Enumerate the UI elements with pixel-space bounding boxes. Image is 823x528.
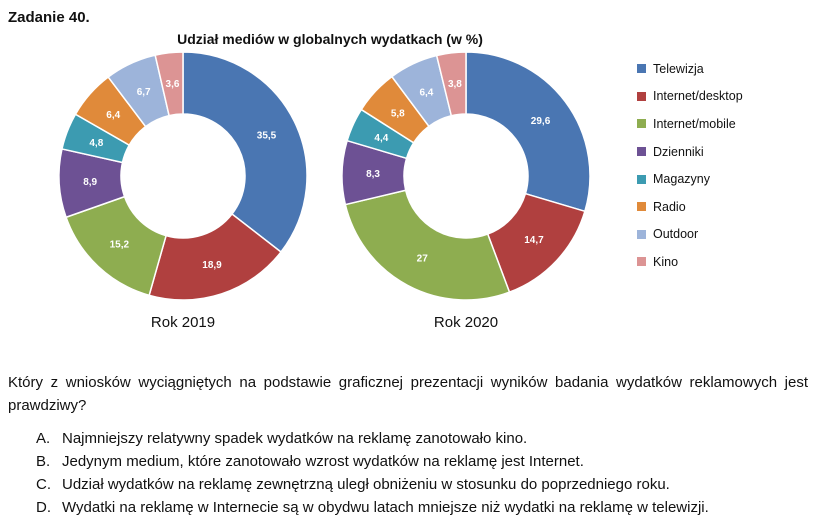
donut-1-label-3: 8,3: [366, 169, 380, 180]
legend-label: Dzienniki: [653, 144, 704, 159]
answer-option: D. Wydatki na reklamę w Internecie są w o…: [36, 496, 709, 519]
legend-label: Internet/mobile: [653, 116, 736, 131]
legend-label: Internet/desktop: [653, 89, 743, 104]
donut-1-label-6: 6,4: [419, 87, 433, 98]
donut-0-label-5: 6,4: [106, 110, 120, 121]
legend-label: Radio: [653, 199, 686, 214]
legend-item: Outdoor: [637, 221, 743, 249]
answer-text: Wydatki na reklamę w Internecie są w oby…: [62, 499, 709, 516]
legend-label: Kino: [653, 254, 679, 269]
donut-0-label-1: 18,9: [202, 260, 222, 271]
legend-label: Outdoor: [653, 227, 699, 242]
answer-letter: A.: [36, 430, 51, 447]
donut-1-slice-2: [344, 189, 511, 301]
donut-0-slice-7: [154, 51, 184, 117]
legend-swatch: [637, 174, 646, 184]
legend-item: Internet/mobile: [637, 110, 743, 138]
legend-label: Telewizja: [653, 61, 704, 76]
donut-0-label-2: 15,2: [110, 239, 130, 250]
legend-item: Internet/desktop: [637, 83, 743, 111]
donut-1-label-5: 5,8: [391, 108, 405, 119]
legend-swatch: [637, 229, 646, 239]
answer-option: A. Najmniejszy relatywny spadek wydatków …: [36, 427, 709, 450]
answer-text: Udział wydatków na reklamę zewnętrzną ul…: [62, 476, 670, 493]
answer-letter: B.: [36, 453, 51, 470]
answer-text: Najmniejszy relatywny spadek wydatków na…: [62, 430, 528, 447]
donut-1-slice-0: [465, 51, 591, 213]
legend-item: Dzienniki: [637, 138, 743, 166]
legend-item: Kino: [637, 248, 743, 276]
answer-letter: D.: [36, 499, 51, 516]
answer-letter: C.: [36, 476, 51, 493]
legend-item: Radio: [637, 193, 743, 221]
legend-swatch: [637, 202, 646, 212]
donut-1-label-7: 3,8: [448, 79, 462, 90]
donut-1-label-2: 27: [417, 254, 429, 265]
question-text: Który z wniosków wyciągniętych na podsta…: [8, 374, 808, 414]
legend-swatch: [637, 91, 646, 101]
answer-list: A. Najmniejszy relatywny spadek wydatków …: [36, 427, 709, 519]
chart-legend: Telewizja Internet/desktop Internet/mobile…: [637, 55, 743, 276]
donut-charts: 35,5 18,9 15,2 8,9 4,8 6,4 6,7 3,6 29,6 14,7 27 8,3…: [58, 51, 591, 301]
donut-caption-2020: Rok 2020: [433, 314, 499, 331]
legend-item: Telewizja: [637, 55, 743, 83]
legend-swatch: [637, 64, 646, 74]
donut-1-label-1: 14,7: [524, 235, 544, 246]
answer-option: C. Udział wydatków na reklamę zewnętrzną …: [36, 473, 709, 496]
donut-0-slice-0: [182, 51, 308, 254]
legend-swatch: [637, 257, 646, 267]
donut-0-label-7: 3,6: [166, 79, 180, 90]
donut-1-label-4: 4,4: [374, 133, 388, 144]
donut-0-label-0: 35,5: [257, 131, 277, 142]
answer-option: B. Jedynym medium, które zanotowało wzros…: [36, 450, 709, 473]
donut-0-label-6: 6,7: [137, 87, 151, 98]
donut-0-label-3: 8,9: [83, 177, 97, 188]
donut-0-label-4: 4,8: [89, 138, 103, 149]
legend-label: Magazyny: [653, 172, 710, 187]
answer-text: Jedynym medium, które zanotowało wzrost …: [62, 453, 584, 470]
legend-swatch: [637, 119, 646, 129]
donut-1-slice-7: [435, 51, 467, 117]
legend-swatch: [637, 147, 646, 157]
donut-caption-2019: Rok 2019: [150, 314, 216, 331]
legend-item: Magazyny: [637, 165, 743, 193]
chart-title: Udział mediów w globalnych wydatkach (w …: [177, 31, 483, 47]
donut-1-label-0: 29,6: [531, 116, 551, 127]
task-title: Zadanie 40.: [8, 9, 90, 26]
